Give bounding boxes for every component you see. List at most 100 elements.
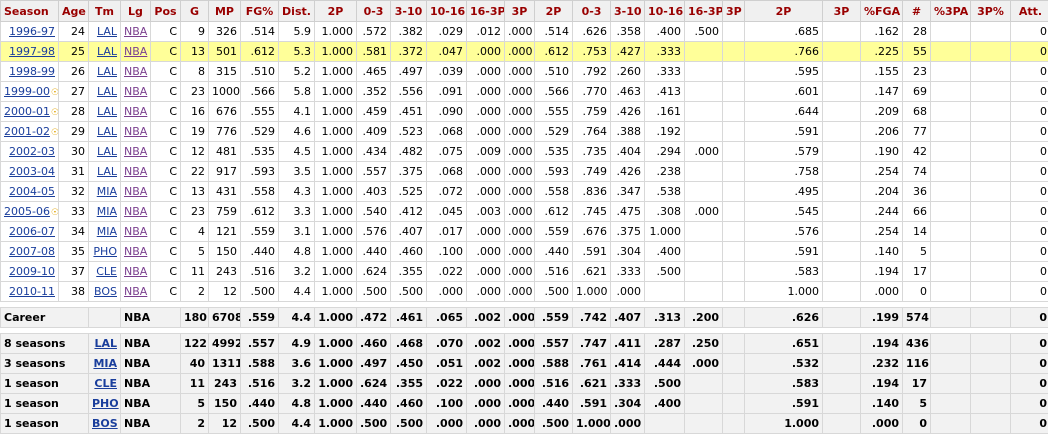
stat-cell [970,307,1011,328]
league-link[interactable]: NBA [124,45,148,58]
stat-cell: .460 [390,241,427,262]
team-link[interactable]: MIA [96,205,117,218]
league-link[interactable]: NBA [124,285,148,298]
col-header[interactable]: Dist. [278,0,315,22]
season-link[interactable]: 2003-04 [9,165,55,178]
col-header[interactable]: 16-3P [684,0,723,22]
team-link[interactable]: LAL [94,337,117,350]
league-link[interactable]: NBA [124,185,148,198]
team-link[interactable]: LAL [96,145,117,158]
season-link[interactable]: 2002-03 [9,145,55,158]
season-link[interactable]: 1996-97 [9,25,55,38]
team-link[interactable]: PHO [93,245,117,258]
col-header[interactable]: 3P [722,0,745,22]
col-header[interactable]: FG% [240,0,279,22]
stat-cell: .000 [504,121,535,142]
col-header[interactable]: G [180,0,209,22]
league-link[interactable]: NBA [124,165,148,178]
league-link[interactable]: NBA [124,225,148,238]
stat-cell: .000 [466,61,505,82]
team-link[interactable]: LAL [96,85,117,98]
col-header[interactable]: Tm [88,0,121,22]
stat-cell: 326 [208,21,241,42]
team-link[interactable]: MIA [93,357,117,370]
col-header[interactable]: Pos [150,0,181,22]
col-header[interactable]: 3P [822,0,861,22]
league-link[interactable]: NBA [124,85,148,98]
col-header[interactable]: Season [0,0,59,22]
stat-cell [930,281,971,302]
col-header[interactable]: 10-16 [644,0,685,22]
col-header[interactable]: 0-3 [572,0,611,22]
col-header[interactable]: 10-16 [426,0,467,22]
team-link[interactable]: CLE [96,265,117,278]
stat-cell: .022 [426,373,467,394]
col-header[interactable]: Att. [1010,0,1048,22]
team-link[interactable]: LAL [96,65,117,78]
league-link[interactable]: NBA [124,105,148,118]
league-link[interactable]: NBA [124,65,148,78]
col-header[interactable]: 3P% [970,0,1011,22]
stat-cell: .500 [684,21,723,42]
stat-cell: .313 [644,307,685,328]
season-link[interactable]: 1998-99 [9,65,55,78]
season-link[interactable]: 2001-02 [4,125,50,138]
col-header[interactable]: Lg [120,0,151,22]
team-link[interactable]: LAL [96,165,117,178]
col-header[interactable]: 3P [504,0,535,22]
season-link[interactable]: 2004-05 [9,185,55,198]
league-link[interactable]: NBA [124,25,148,38]
team-link[interactable]: LAL [96,105,117,118]
col-header[interactable]: 3-10 [390,0,427,22]
team-link[interactable]: BOS [94,285,117,298]
col-header[interactable]: 16-3P [466,0,505,22]
season-cell: 2005-06☉ [0,201,59,222]
stat-cell [822,141,861,162]
col-header[interactable]: 3-10 [610,0,645,22]
stat-cell [970,81,1011,102]
col-header[interactable]: Age [58,0,89,22]
stat-cell [684,393,723,414]
team-link[interactable]: LAL [96,25,117,38]
season-link[interactable]: 2006-07 [9,225,55,238]
team-link[interactable]: MIA [96,185,117,198]
league-link[interactable]: NBA [124,125,148,138]
stat-cell: .644 [744,101,823,122]
team-link[interactable]: MIA [96,225,117,238]
stat-cell: 17 [902,261,931,282]
col-header[interactable]: %FGA [860,0,903,22]
col-header[interactable]: 2P [534,0,573,22]
league-link[interactable]: NBA [124,145,148,158]
stat-cell: 1.000 [314,353,357,374]
season-link[interactable]: 2005-06 [4,205,50,218]
col-header[interactable]: 2P [314,0,357,22]
stat-cell [684,241,723,262]
stat-cell: 14 [902,221,931,242]
stat-cell: .000 [466,81,505,102]
col-header[interactable]: MP [208,0,241,22]
season-link[interactable]: 2000-01 [4,105,50,118]
col-header[interactable]: 0-3 [356,0,391,22]
league-link[interactable]: NBA [124,245,148,258]
season-link[interactable]: 1997-98 [9,45,55,58]
team-link[interactable]: BOS [92,417,118,430]
stat-cell: .000 [504,21,535,42]
team-link[interactable]: LAL [96,45,117,58]
col-header[interactable]: 2P [744,0,823,22]
team-link[interactable]: CLE [94,377,117,390]
league-link[interactable]: NBA [124,265,148,278]
season-link[interactable]: 2007-08 [9,245,55,258]
col-header[interactable]: # [902,0,931,22]
stat-cell [930,261,971,282]
age-cell: 33 [58,201,89,222]
team-link[interactable]: PHO [92,397,119,410]
season-link[interactable]: 2010-11 [9,285,55,298]
season-link[interactable]: 2009-10 [9,265,55,278]
stat-cell: .244 [860,201,903,222]
age-cell: 38 [58,281,89,302]
season-link[interactable]: 1999-00 [4,85,50,98]
stat-cell [970,21,1011,42]
league-link[interactable]: NBA [124,205,148,218]
team-link[interactable]: LAL [96,125,117,138]
col-header[interactable]: %3PA [930,0,971,22]
